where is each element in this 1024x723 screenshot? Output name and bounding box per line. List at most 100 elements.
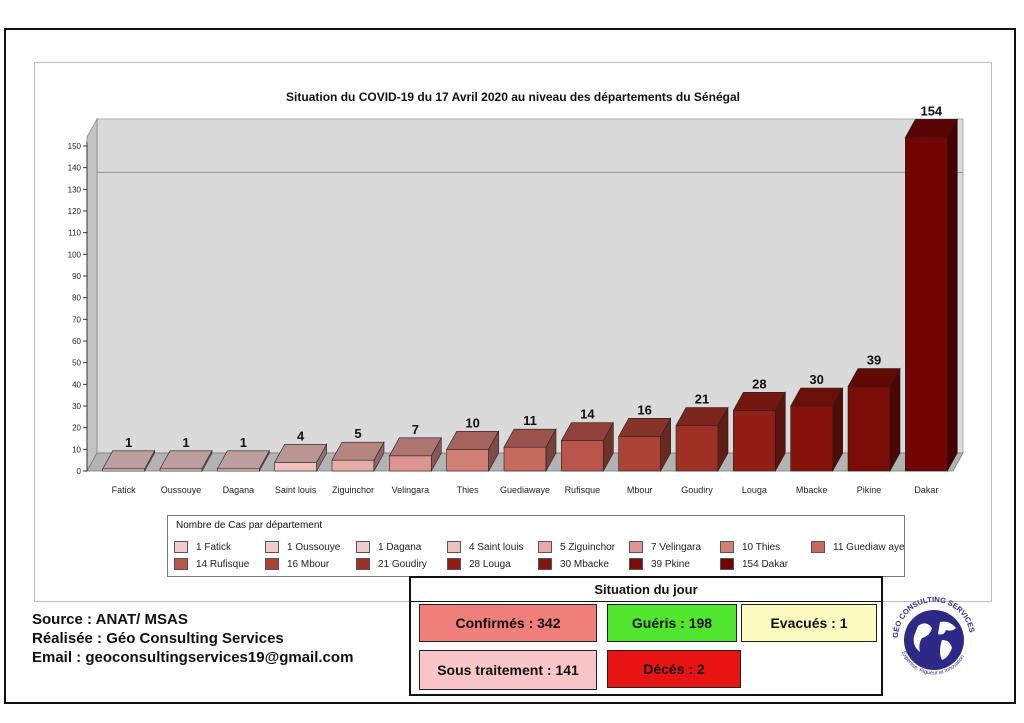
x-category-label: Mbacke — [796, 485, 828, 495]
legend-swatch — [538, 558, 552, 570]
bar-value-label: 1 — [240, 435, 247, 450]
x-category-label: Pikine — [857, 485, 882, 495]
bar — [503, 446, 547, 472]
y-tick-label: 60 — [72, 337, 81, 346]
x-category-label: Guediawaye — [500, 485, 550, 495]
x-category-label: Dakar — [914, 485, 938, 495]
legend-label: 28 Louga — [469, 558, 511, 570]
legend-item: 30 Mbacke — [538, 557, 609, 571]
bar-side — [775, 391, 786, 473]
x-category-label: Goudiry — [681, 485, 713, 495]
bar-value-label: 154 — [920, 103, 942, 118]
bar-side — [431, 436, 442, 473]
bar-value-label: 28 — [752, 376, 766, 391]
y-tick-label: 70 — [72, 315, 81, 324]
bar-side — [717, 406, 729, 473]
realisee-text: Réalisée : Géo Consulting Services — [32, 630, 284, 647]
source-text: Source : ANAT/ MSAS — [32, 611, 188, 628]
evacues-badge: Evacués : 1 — [741, 604, 877, 642]
legend-label: 1 Oussouye — [287, 541, 341, 553]
bar-side — [832, 386, 843, 473]
bar — [274, 462, 317, 472]
source-block: Source : ANAT/ MSAS Réalisée : Géo Consu… — [32, 610, 353, 667]
y-tick-label: 40 — [72, 380, 81, 389]
legend-label: 5 Ziguinchor — [560, 541, 616, 553]
bar-side — [947, 118, 958, 473]
y-tick-label: 10 — [72, 445, 81, 454]
legend-item: 154 Dakar — [720, 557, 788, 571]
legend-item: 4 Saint louis — [447, 540, 523, 554]
bar — [618, 436, 661, 472]
y-tick-label: 20 — [72, 424, 81, 433]
deces-badge: Décés : 2 — [607, 650, 741, 688]
legend-swatch — [720, 541, 734, 553]
y-tick-label: 100 — [68, 250, 82, 259]
legend-label: 1 Dagana — [378, 541, 422, 553]
y-tick-label: 0 — [77, 467, 82, 476]
chart-panel: Situation du COVID-19 du 17 Avril 2020 a… — [34, 62, 992, 602]
legend-swatch — [174, 558, 188, 570]
legend-swatch — [447, 541, 461, 553]
y-tick-label: 140 — [68, 164, 82, 173]
bar — [389, 455, 432, 472]
y-tick-label: 110 — [68, 229, 81, 238]
legend-label: 4 Saint louis — [469, 541, 524, 553]
legend-item: 1 Dagana — [356, 540, 421, 554]
legend-item: 14 Rufisque — [174, 557, 249, 571]
legend-label: 39 Pkine — [651, 558, 690, 570]
y-tick-label: 130 — [68, 185, 82, 194]
legend-item: 28 Louga — [447, 557, 511, 571]
legend-label: 21 Goudiry — [378, 558, 427, 570]
sous-traitement-badge: Sous traitement : 141 — [419, 650, 597, 690]
bar-side — [144, 449, 155, 473]
bar-value-label: 5 — [354, 426, 361, 441]
bar — [905, 137, 948, 472]
bar-side — [603, 421, 614, 473]
bar-side — [889, 367, 901, 473]
bar — [790, 405, 833, 472]
bar — [159, 468, 203, 472]
legend-swatch — [265, 541, 279, 553]
bar — [217, 468, 260, 472]
x-category-label: Ziguinchor — [332, 485, 374, 495]
bar-value-label: 4 — [297, 428, 305, 443]
geo-consulting-logo: GÉO CONSULTING SERVICES Expertise, Rigue… — [891, 595, 977, 677]
bar — [675, 425, 719, 472]
legend-label: 16 Mbour — [287, 558, 330, 570]
x-category-label: Louga — [742, 485, 767, 495]
legend-item: 21 Goudiry — [356, 557, 427, 571]
bar-side — [316, 443, 327, 473]
legend-swatch — [629, 541, 643, 553]
y-tick-label: 150 — [68, 142, 82, 151]
legend-item: 11 Guediaw aye — [811, 540, 905, 554]
legend-label: 14 Rufisque — [196, 558, 250, 570]
confirmes-badge: Confirmés : 342 — [419, 604, 597, 642]
bar-value-label: 10 — [465, 415, 479, 430]
chart-side-wall — [86, 117, 98, 473]
bar-side — [373, 441, 385, 473]
bar — [733, 410, 776, 472]
bar-side — [488, 430, 499, 473]
x-category-label: Saint louis — [275, 485, 317, 495]
bar-value-label: 11 — [523, 413, 537, 428]
y-tick-label: 80 — [72, 294, 81, 303]
chart-title: Situation du COVID-19 du 17 Avril 2020 a… — [286, 90, 740, 104]
bar-value-label: 14 — [580, 407, 595, 422]
email-text: Email : geoconsultingservices19@gmail.co… — [32, 649, 354, 666]
legend-swatch — [356, 558, 370, 570]
legend-item: 1 Oussouye — [265, 540, 340, 554]
situation-title: Situation du jour — [594, 582, 698, 597]
legend-label: 10 Thies — [742, 541, 781, 553]
bar — [561, 440, 604, 472]
x-category-label: Rufisque — [565, 485, 601, 495]
legend-label: 11 Guediaw aye — [833, 541, 905, 553]
x-category-label: Velingara — [392, 485, 430, 495]
bar-side — [201, 449, 213, 473]
legend-item: 10 Thies — [720, 540, 780, 554]
legend-item: 1 Fatick — [174, 540, 231, 554]
x-category-label: Thies — [457, 485, 480, 495]
bar — [331, 459, 375, 472]
legend-swatch — [356, 541, 370, 553]
legend-swatch — [811, 541, 825, 553]
legend-swatch — [629, 558, 643, 570]
